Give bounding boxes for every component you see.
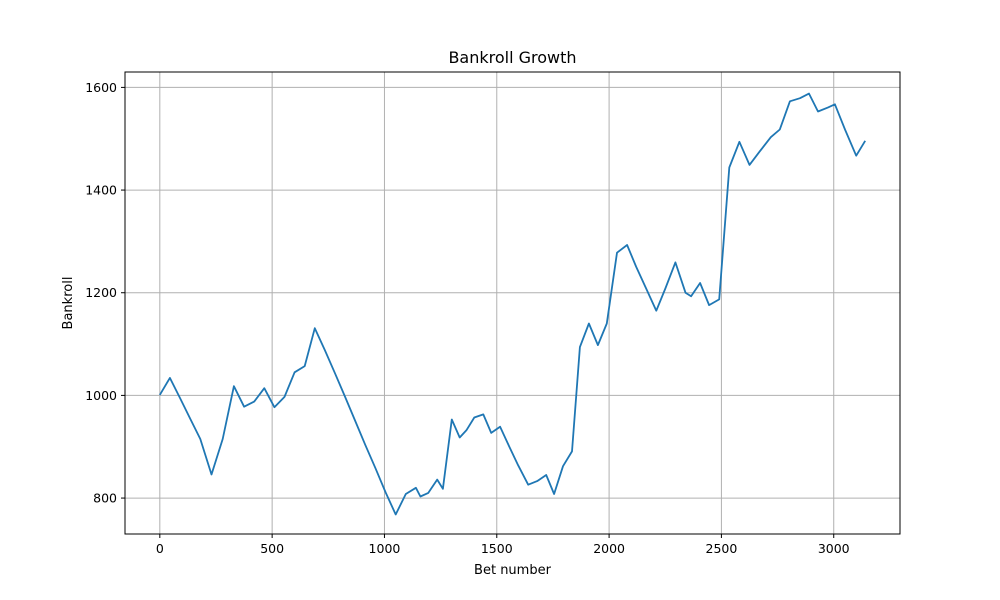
x-axis-label: Bet number — [474, 563, 552, 578]
series-line — [159, 92, 866, 516]
y-axis: 800 1000 1200 1400 1600 — [85, 80, 125, 506]
plot-frame — [124, 71, 901, 535]
x-tick-label: 3000 — [818, 541, 850, 556]
x-tick-label: 1000 — [369, 541, 401, 556]
x-tick-label: 2500 — [706, 541, 738, 556]
y-tick-label: 1000 — [85, 388, 117, 403]
x-tick-label: 2000 — [593, 541, 625, 556]
y-tick-label: 1200 — [85, 285, 117, 300]
x-tick-label: 500 — [260, 541, 284, 556]
chart-title: Bankroll Growth — [448, 48, 576, 67]
y-tick-label: 1400 — [85, 183, 117, 198]
x-tick-label: 1500 — [481, 541, 513, 556]
y-tick-label: 1600 — [85, 80, 117, 95]
y-tick-label: 800 — [93, 491, 117, 506]
x-axis: 0 500 1000 1500 2000 2500 3000 — [156, 534, 850, 556]
x-tick-label: 0 — [156, 541, 164, 556]
y-axis-label: Bankroll — [61, 277, 76, 330]
